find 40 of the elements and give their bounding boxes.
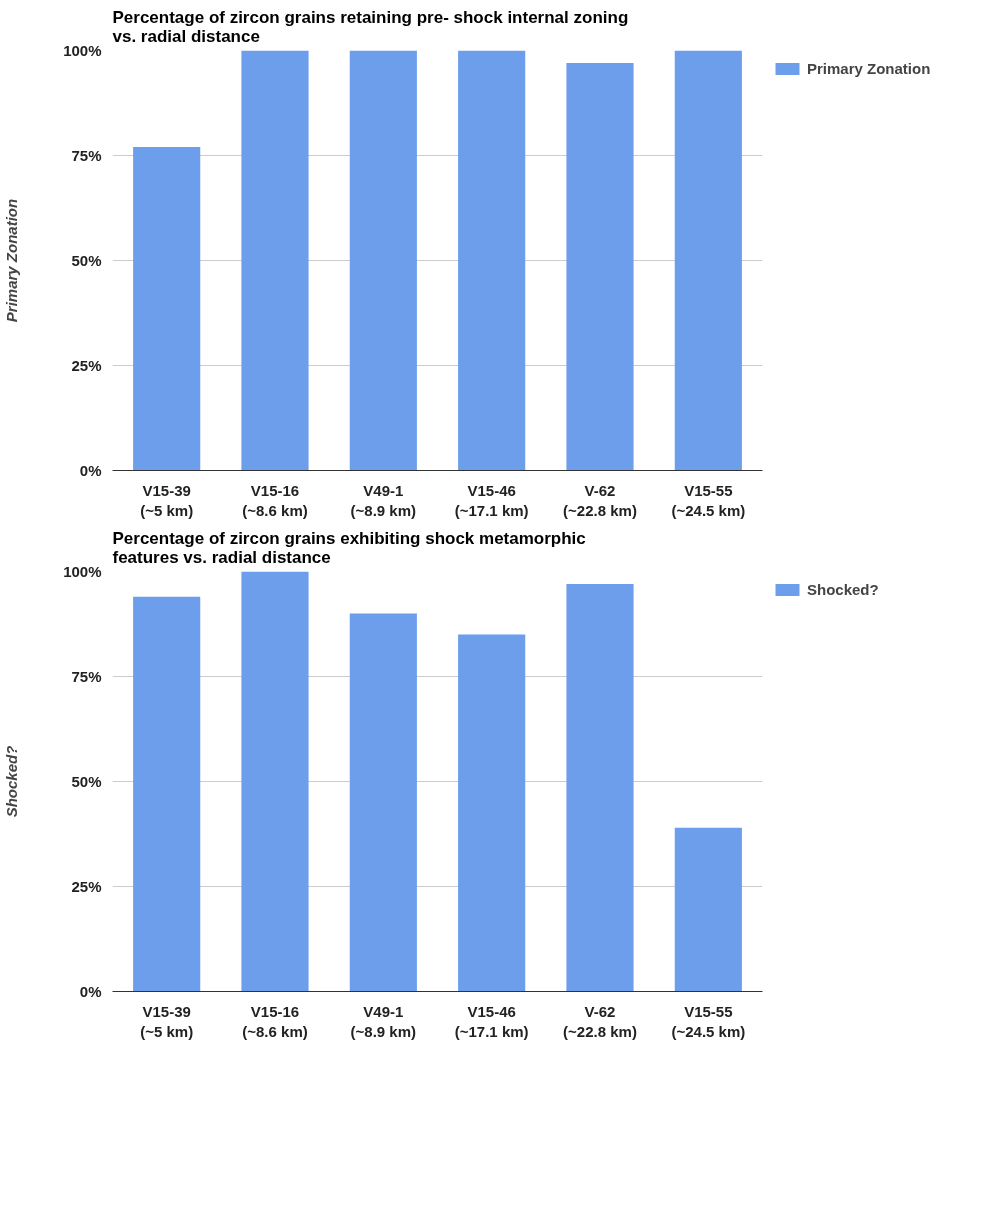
y-tick-label: 0% bbox=[79, 983, 102, 1000]
x-tick-label: V15-39 (~5 km) bbox=[140, 1002, 194, 1040]
x-tick-label: V15-55 (~24.5 km) bbox=[671, 1002, 746, 1040]
y-tick-label: 25% bbox=[71, 878, 102, 895]
y-tick-label: 100% bbox=[63, 563, 102, 580]
y-tick-label: 100% bbox=[63, 42, 102, 59]
legend-label: Primary Zonation bbox=[807, 60, 931, 77]
y-tick-label: 75% bbox=[71, 668, 102, 685]
bar bbox=[566, 584, 634, 992]
y-tick-label: 50% bbox=[71, 252, 102, 269]
bar bbox=[674, 827, 742, 992]
bar bbox=[349, 50, 417, 471]
bar bbox=[241, 50, 309, 471]
bar bbox=[566, 63, 634, 471]
x-tick-label: V-62 (~22.8 km) bbox=[563, 481, 637, 519]
x-tick-label: V15-55 (~24.5 km) bbox=[671, 481, 746, 519]
bar bbox=[458, 634, 526, 992]
x-tick-label: V15-16 (~8.6 km) bbox=[242, 481, 308, 519]
x-tick-label: V49-1 (~8.9 km) bbox=[350, 1002, 417, 1040]
y-axis-title: Primary Zonation bbox=[3, 198, 21, 323]
x-tick-label: V-62 (~22.8 km) bbox=[563, 1002, 637, 1040]
x-tick-label: V15-16 (~8.6 km) bbox=[242, 1002, 308, 1040]
y-tick-label: 75% bbox=[71, 147, 102, 164]
x-tick-label: V15-39 (~5 km) bbox=[140, 481, 194, 519]
legend-label: Shocked? bbox=[807, 581, 879, 598]
bar bbox=[458, 50, 526, 471]
bar bbox=[241, 571, 309, 992]
bar bbox=[349, 613, 417, 992]
chart-title: Percentage of zircon grains exhibiting shock metamorphic features vs. radial distance bbox=[112, 528, 586, 567]
y-tick-label: 50% bbox=[71, 773, 102, 790]
x-tick-label: V15-46 (~17.1 km) bbox=[454, 481, 529, 519]
y-axis-title: Shocked? bbox=[3, 745, 21, 818]
x-tick-label: V49-1 (~8.9 km) bbox=[350, 481, 417, 519]
bar bbox=[674, 50, 742, 471]
bar bbox=[133, 147, 201, 471]
y-tick-label: 25% bbox=[71, 357, 102, 374]
chart-title: Percentage of zircon grains retaining pre- shock internal zoning vs. radial distance bbox=[112, 7, 629, 46]
x-tick-label: V15-46 (~17.1 km) bbox=[454, 1002, 529, 1040]
y-tick-label: 0% bbox=[79, 462, 102, 479]
bar bbox=[133, 596, 201, 992]
